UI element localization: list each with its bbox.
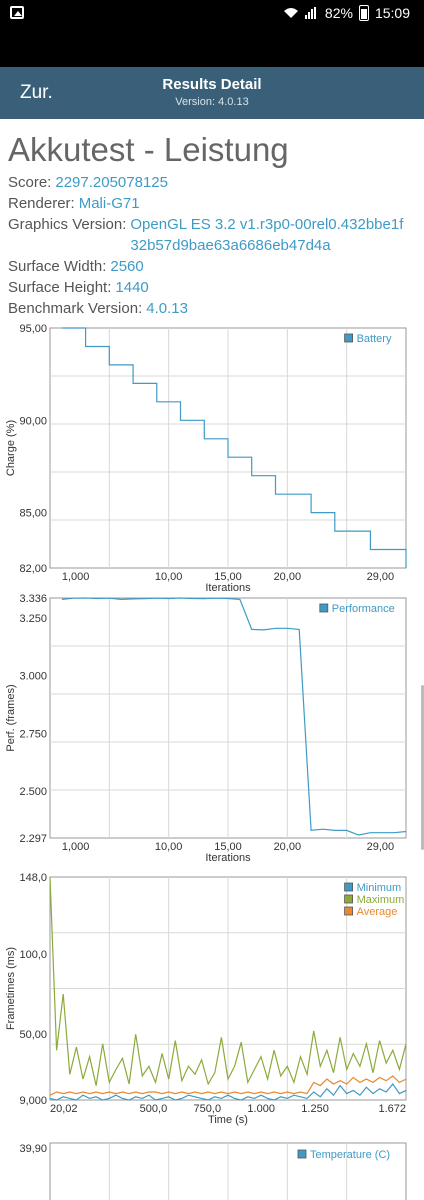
info-key: Surface Width:	[8, 258, 107, 275]
info-row: Score: 2297.205078125	[8, 172, 418, 193]
series-line	[61, 597, 407, 836]
series-line	[49, 1083, 407, 1101]
app-bar: Zur. Results Detail Version: 4.0.13	[0, 67, 424, 119]
temperature-chart: 39,90 Temperature (C)	[19, 1142, 407, 1200]
legend-entry: Temperature (C)	[297, 1149, 390, 1161]
info-value: 2560	[110, 258, 144, 275]
y-axis-label: Charge (%)	[5, 420, 17, 476]
legend-entry: Average	[344, 906, 398, 918]
legend-entry: Maximum	[344, 894, 405, 906]
info-key: Score:	[8, 174, 52, 191]
legend-label: Performance	[332, 603, 395, 615]
y-tick-label: 90,00	[19, 415, 47, 427]
legend-label: Battery	[357, 333, 392, 345]
legend-label: Minimum	[357, 882, 402, 894]
y-tick-label: 85,00	[19, 508, 47, 520]
back-button[interactable]: Zur.	[20, 82, 53, 103]
y-axis-label: Perf. (frames)	[5, 684, 17, 751]
y-tick-label: 2.500	[19, 786, 47, 798]
series-line	[49, 1075, 407, 1096]
x-tick-label: 29,00	[367, 841, 395, 853]
legend-entry: Minimum	[344, 882, 402, 894]
legend-swatch	[344, 906, 354, 916]
signal-icon	[304, 7, 319, 19]
x-tick-label: 20,00	[274, 571, 302, 583]
x-tick-label: 10,00	[155, 571, 183, 583]
y-tick-label: 3.336	[19, 593, 47, 605]
info-row: Surface Height: 1440	[8, 277, 418, 298]
x-axis-label: Iterations	[205, 852, 251, 863]
info-key: Benchmark Version:	[8, 300, 143, 317]
x-tick-label: 15,00	[214, 841, 242, 853]
y-tick-label: 2.297	[19, 833, 47, 845]
y-tick-label: 3.000	[19, 671, 47, 683]
legend-swatch	[344, 894, 354, 904]
legend-entry: Battery	[344, 333, 392, 345]
app-bar-subtitle: Version: 4.0.13	[175, 96, 249, 108]
y-tick-label: 3.250	[19, 613, 47, 625]
info-row: Surface Width: 2560	[8, 256, 418, 277]
info-value: OpenGL ES 3.2 v1.r3p0-00rel0.432bbe1f32b…	[130, 216, 404, 254]
info-value: 4.0.13	[146, 300, 188, 317]
wifi-icon	[283, 8, 298, 18]
y-tick-label: 9,000	[19, 1095, 47, 1107]
x-tick-label: 20,02	[50, 1103, 78, 1115]
x-tick-label: 1.672	[378, 1103, 406, 1115]
x-tick-label: 15,00	[214, 571, 242, 583]
x-tick-label: 20,00	[274, 841, 302, 853]
x-tick-label: 1.000	[247, 1103, 275, 1115]
legend-entry: Performance	[319, 603, 395, 615]
y-tick-label: 2.750	[19, 728, 47, 740]
legend-swatch	[297, 1149, 307, 1159]
gallery-icon	[10, 6, 24, 19]
y-axis-label: Frametimes (ms)	[5, 947, 17, 1030]
x-tick-label: 750,0	[194, 1103, 222, 1115]
status-bar: 82% 15:09	[0, 0, 424, 27]
info-key: Graphics Version:	[8, 216, 127, 233]
legend-swatch	[344, 333, 354, 343]
series-line	[49, 876, 407, 1086]
battery-icon	[358, 5, 369, 21]
y-tick-label: 39,90	[19, 1143, 47, 1155]
x-tick-label: 500,0	[140, 1103, 168, 1115]
x-axis-label: Time (s)	[208, 1114, 248, 1126]
info-key: Surface Height:	[8, 279, 112, 296]
page-title: Akkutest - Leistung	[8, 131, 289, 168]
y-tick-label: 95,00	[19, 323, 47, 335]
series-line	[61, 327, 407, 568]
status-bar-spacer	[0, 27, 424, 67]
clock: 15:09	[374, 5, 410, 21]
legend-label: Average	[357, 906, 398, 918]
x-tick-label: 29,00	[367, 571, 395, 583]
app-bar-title: Results Detail	[162, 76, 262, 93]
y-tick-label: 100,0	[19, 949, 47, 961]
legend-swatch	[319, 603, 329, 613]
info-value: 1440	[115, 279, 149, 296]
x-axis-label: Iterations	[205, 582, 251, 593]
info-value: Mali-G71	[78, 195, 140, 212]
x-tick-label: 1,000	[62, 571, 90, 583]
x-tick-label: 10,00	[155, 841, 183, 853]
legend-label: Maximum	[357, 894, 405, 906]
x-tick-label: 1.250	[301, 1103, 329, 1115]
y-tick-label: 50,00	[19, 1029, 47, 1041]
legend-label: Temperature (C)	[310, 1149, 390, 1161]
result-header: Akkutest - Leistung Score: 2297.205078125…	[8, 128, 418, 319]
result-info-list: Score: 2297.205078125 Renderer: Mali-G71 Gra…	[8, 172, 418, 319]
scroll-indicator[interactable]	[421, 685, 424, 850]
info-row: Renderer: Mali-G71	[8, 193, 418, 214]
performance-chart: 3.336 3.250 3.000 2.750 2.500 2.297 1,000 10,00…	[5, 593, 407, 863]
y-tick-label: 148,0	[19, 872, 47, 884]
info-value: 2297.205078125	[55, 174, 168, 191]
battery-chart: 95,00 90,00 85,00 82,00 1,000 10,00 15,00 20,00…	[5, 323, 407, 593]
info-row: Graphics Version: OpenGL ES 3.2 v1.r3p0-0…	[8, 214, 418, 256]
battery-percent: 82%	[324, 5, 353, 21]
info-key: Renderer:	[8, 195, 75, 212]
x-tick-label: 1,000	[62, 841, 90, 853]
legend-swatch	[344, 882, 354, 892]
y-tick-label: 82,00	[19, 563, 47, 575]
info-row: Benchmark Version: 4.0.13	[8, 298, 418, 319]
